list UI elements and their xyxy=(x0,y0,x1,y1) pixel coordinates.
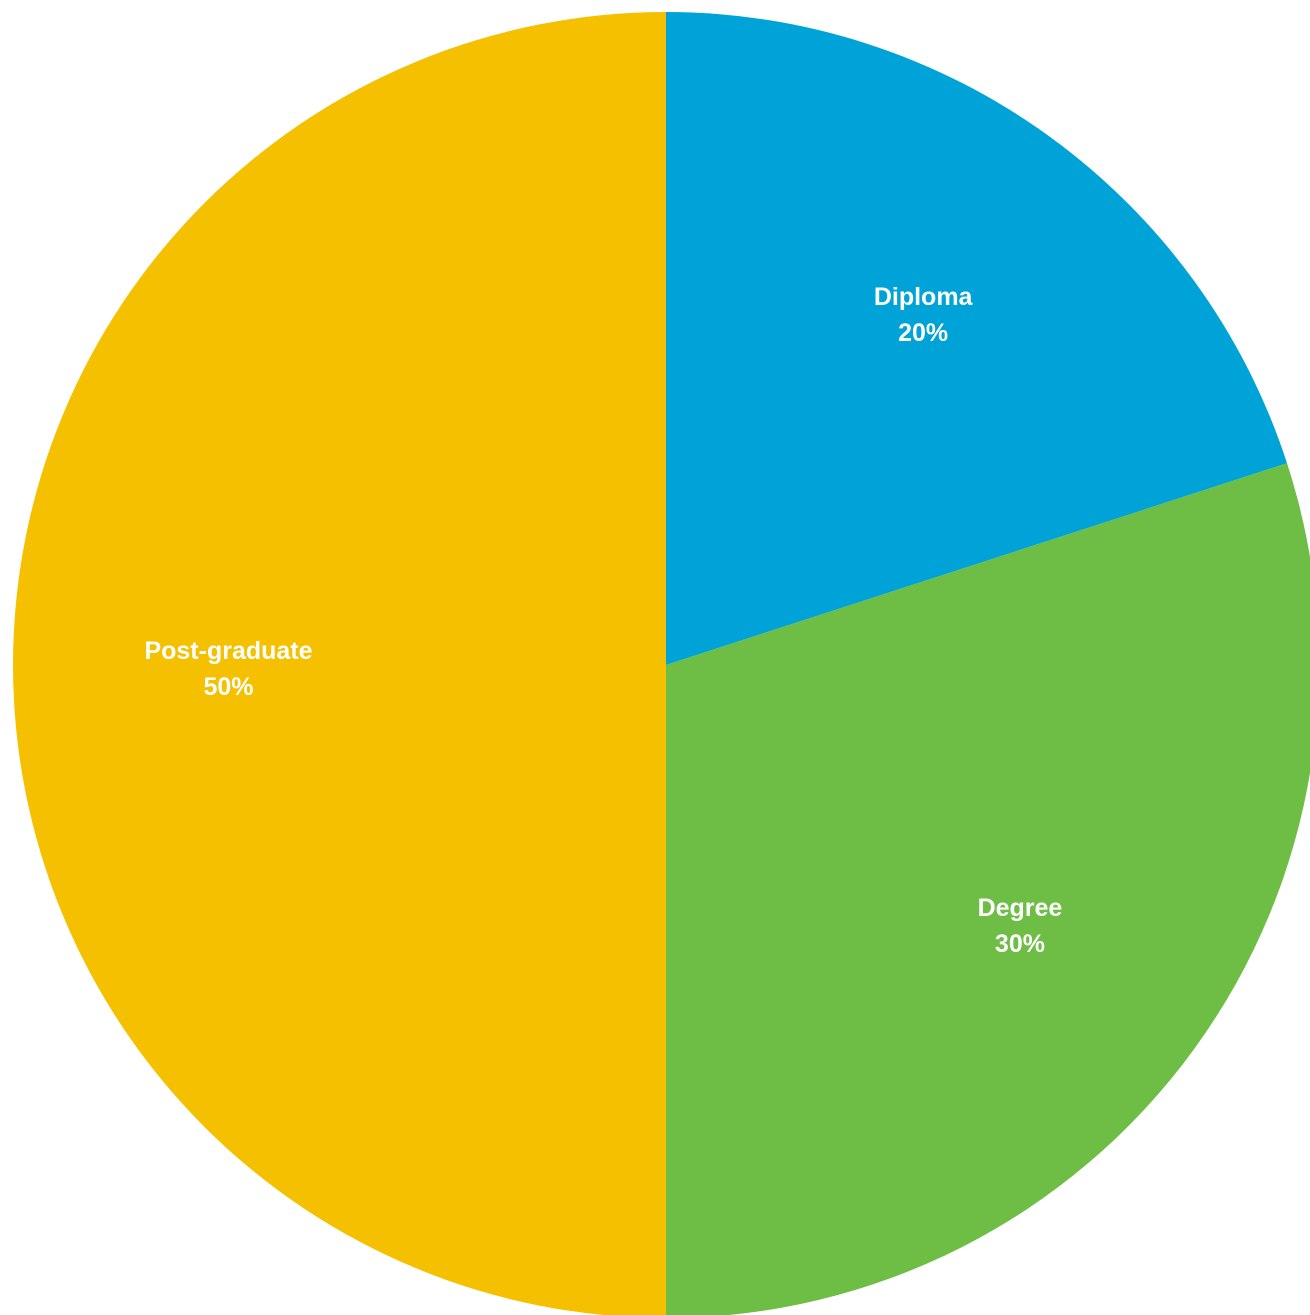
pie-slice-degree xyxy=(666,463,1310,1315)
slice-label-degree: Degree xyxy=(978,894,1063,922)
pie-slice-diploma xyxy=(666,12,1288,665)
slice-label-diploma: Diploma xyxy=(874,283,974,311)
pie-slices xyxy=(13,12,1310,1315)
pie-labels: Diploma 20% Degree 30% Post-graduate 50% xyxy=(144,283,1062,958)
slice-value-diploma: 20% xyxy=(898,319,948,347)
slice-value-post-graduate: 50% xyxy=(203,673,253,701)
slice-label-post-graduate: Post-graduate xyxy=(144,637,312,665)
pie-slice-post-graduate xyxy=(13,12,666,1315)
slice-value-degree: 30% xyxy=(995,930,1045,958)
